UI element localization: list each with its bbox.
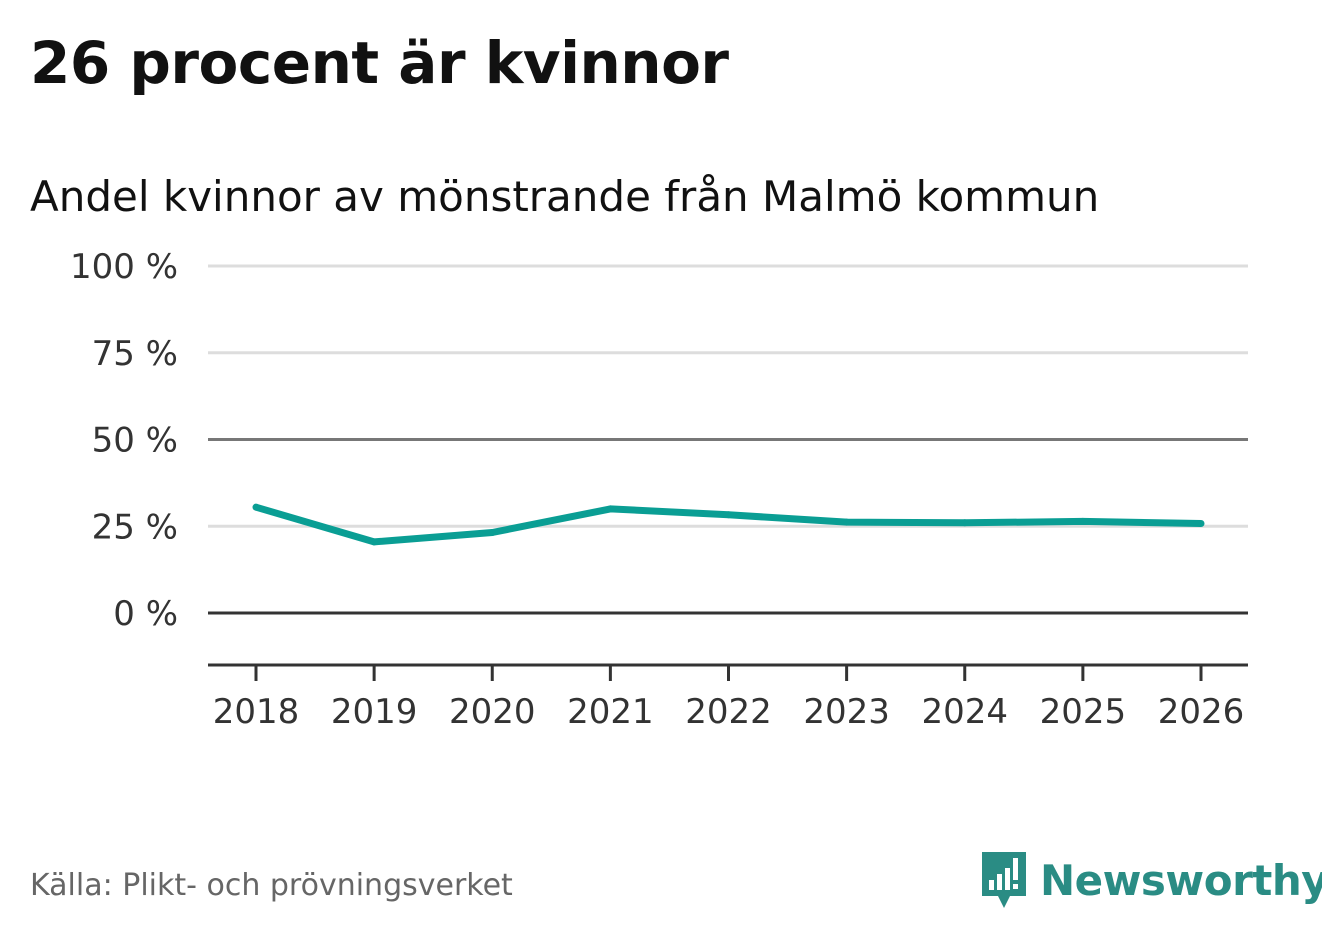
x-tick-label: 2022 bbox=[685, 692, 772, 732]
grid-layer bbox=[208, 264, 1248, 615]
brand-name: Newsworthy bbox=[1040, 855, 1322, 905]
newsworthy-logo-icon bbox=[982, 852, 1026, 908]
chart-subtitle: Andel kvinnor av mönstrande från Malmö k… bbox=[30, 172, 1100, 221]
x-tick-label: 2024 bbox=[921, 692, 1008, 732]
data-point-2025 bbox=[1079, 517, 1087, 525]
data-point-2018 bbox=[252, 503, 260, 511]
source-note: Källa: Plikt- och prövningsverket bbox=[30, 868, 513, 903]
y-axis-labels: 0 % 25 % 50 % 75 % 100 % bbox=[70, 247, 178, 634]
data-point-2021 bbox=[606, 505, 614, 513]
data-point-2022 bbox=[725, 511, 732, 519]
data-point-2026 bbox=[1197, 519, 1205, 527]
y-tick-label: 75 % bbox=[92, 334, 178, 374]
y-tick-label: 0 % bbox=[113, 594, 178, 634]
brand-logo: Newsworthy bbox=[980, 848, 1322, 912]
x-axis: 2018 2019 2020 2021 2022 2023 2024 2025 2026 bbox=[208, 663, 1248, 732]
data-point-2024 bbox=[961, 519, 969, 527]
x-tick-label: 2023 bbox=[803, 692, 890, 732]
data-point-2019 bbox=[370, 538, 378, 546]
y-tick-label: 50 % bbox=[92, 421, 178, 461]
y-tick-label: 100 % bbox=[70, 247, 178, 287]
x-tick-label: 2026 bbox=[1158, 692, 1245, 732]
x-tick-label: 2019 bbox=[331, 692, 418, 732]
chart-title: 26 procent är kvinnor bbox=[30, 29, 729, 97]
x-tick-label: 2021 bbox=[567, 692, 654, 732]
x-tick-label: 2025 bbox=[1040, 692, 1127, 732]
x-tick-label: 2018 bbox=[213, 692, 300, 732]
data-point-2023 bbox=[843, 518, 851, 526]
x-tick-label: 2020 bbox=[449, 692, 536, 732]
y-tick-label: 25 % bbox=[92, 507, 178, 547]
series-layer bbox=[252, 503, 1205, 546]
line-chart: 0 % 25 % 50 % 75 % 100 % 2018 2019 2020 2021 202… bbox=[70, 247, 1248, 732]
data-point-2020 bbox=[488, 528, 496, 536]
